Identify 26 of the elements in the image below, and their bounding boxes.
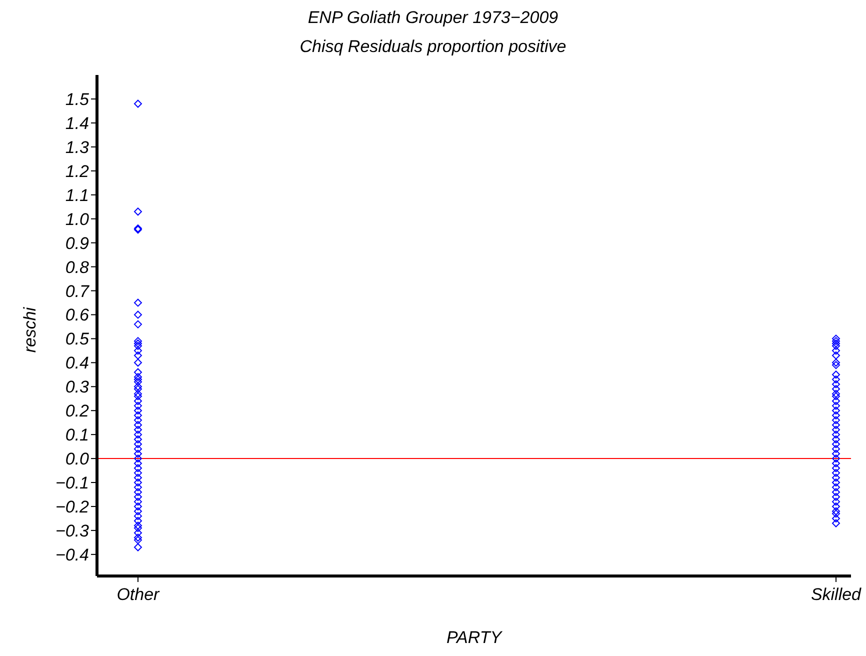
y-tick-label: 1.0: [65, 210, 90, 229]
chart-title: ENP Goliath Grouper 1973−2009: [306, 8, 560, 28]
y-tick-label: 0.2: [65, 402, 90, 421]
y-tick-label: 0.6: [65, 306, 90, 325]
x-axis-title: PARTY: [445, 628, 504, 648]
y-tick-label: 0.9: [65, 234, 90, 253]
x-tick-label: Skilled: [810, 585, 862, 604]
y-tick-label: 0.3: [65, 378, 90, 397]
y-tick-label: 0.1: [65, 426, 89, 445]
y-tick-label: 1.3: [65, 138, 90, 157]
y-tick-label: 0.4: [65, 354, 89, 373]
y-tick-label: −0.4: [55, 545, 89, 564]
y-tick-label: −0.2: [55, 498, 90, 517]
y-tick-label: 1.2: [65, 162, 90, 181]
y-tick-label: −0.3: [55, 521, 90, 540]
y-axis-title: reschi: [20, 307, 41, 353]
y-tick-label: 1.5: [65, 90, 90, 110]
y-tick-label: 1.1: [65, 186, 89, 205]
y-tick-label: 0.7: [65, 282, 90, 301]
y-tick-label: 1.4: [65, 114, 89, 133]
y-tick-label: −0.1: [55, 474, 89, 493]
y-tick-label: 0.5: [65, 330, 90, 349]
chart-subtitle: Chisq Residuals proportion positive: [298, 37, 568, 57]
y-tick-label: 0.0: [65, 450, 90, 469]
x-tick-label: Other: [116, 585, 161, 604]
y-tick-label: 0.8: [65, 258, 90, 277]
